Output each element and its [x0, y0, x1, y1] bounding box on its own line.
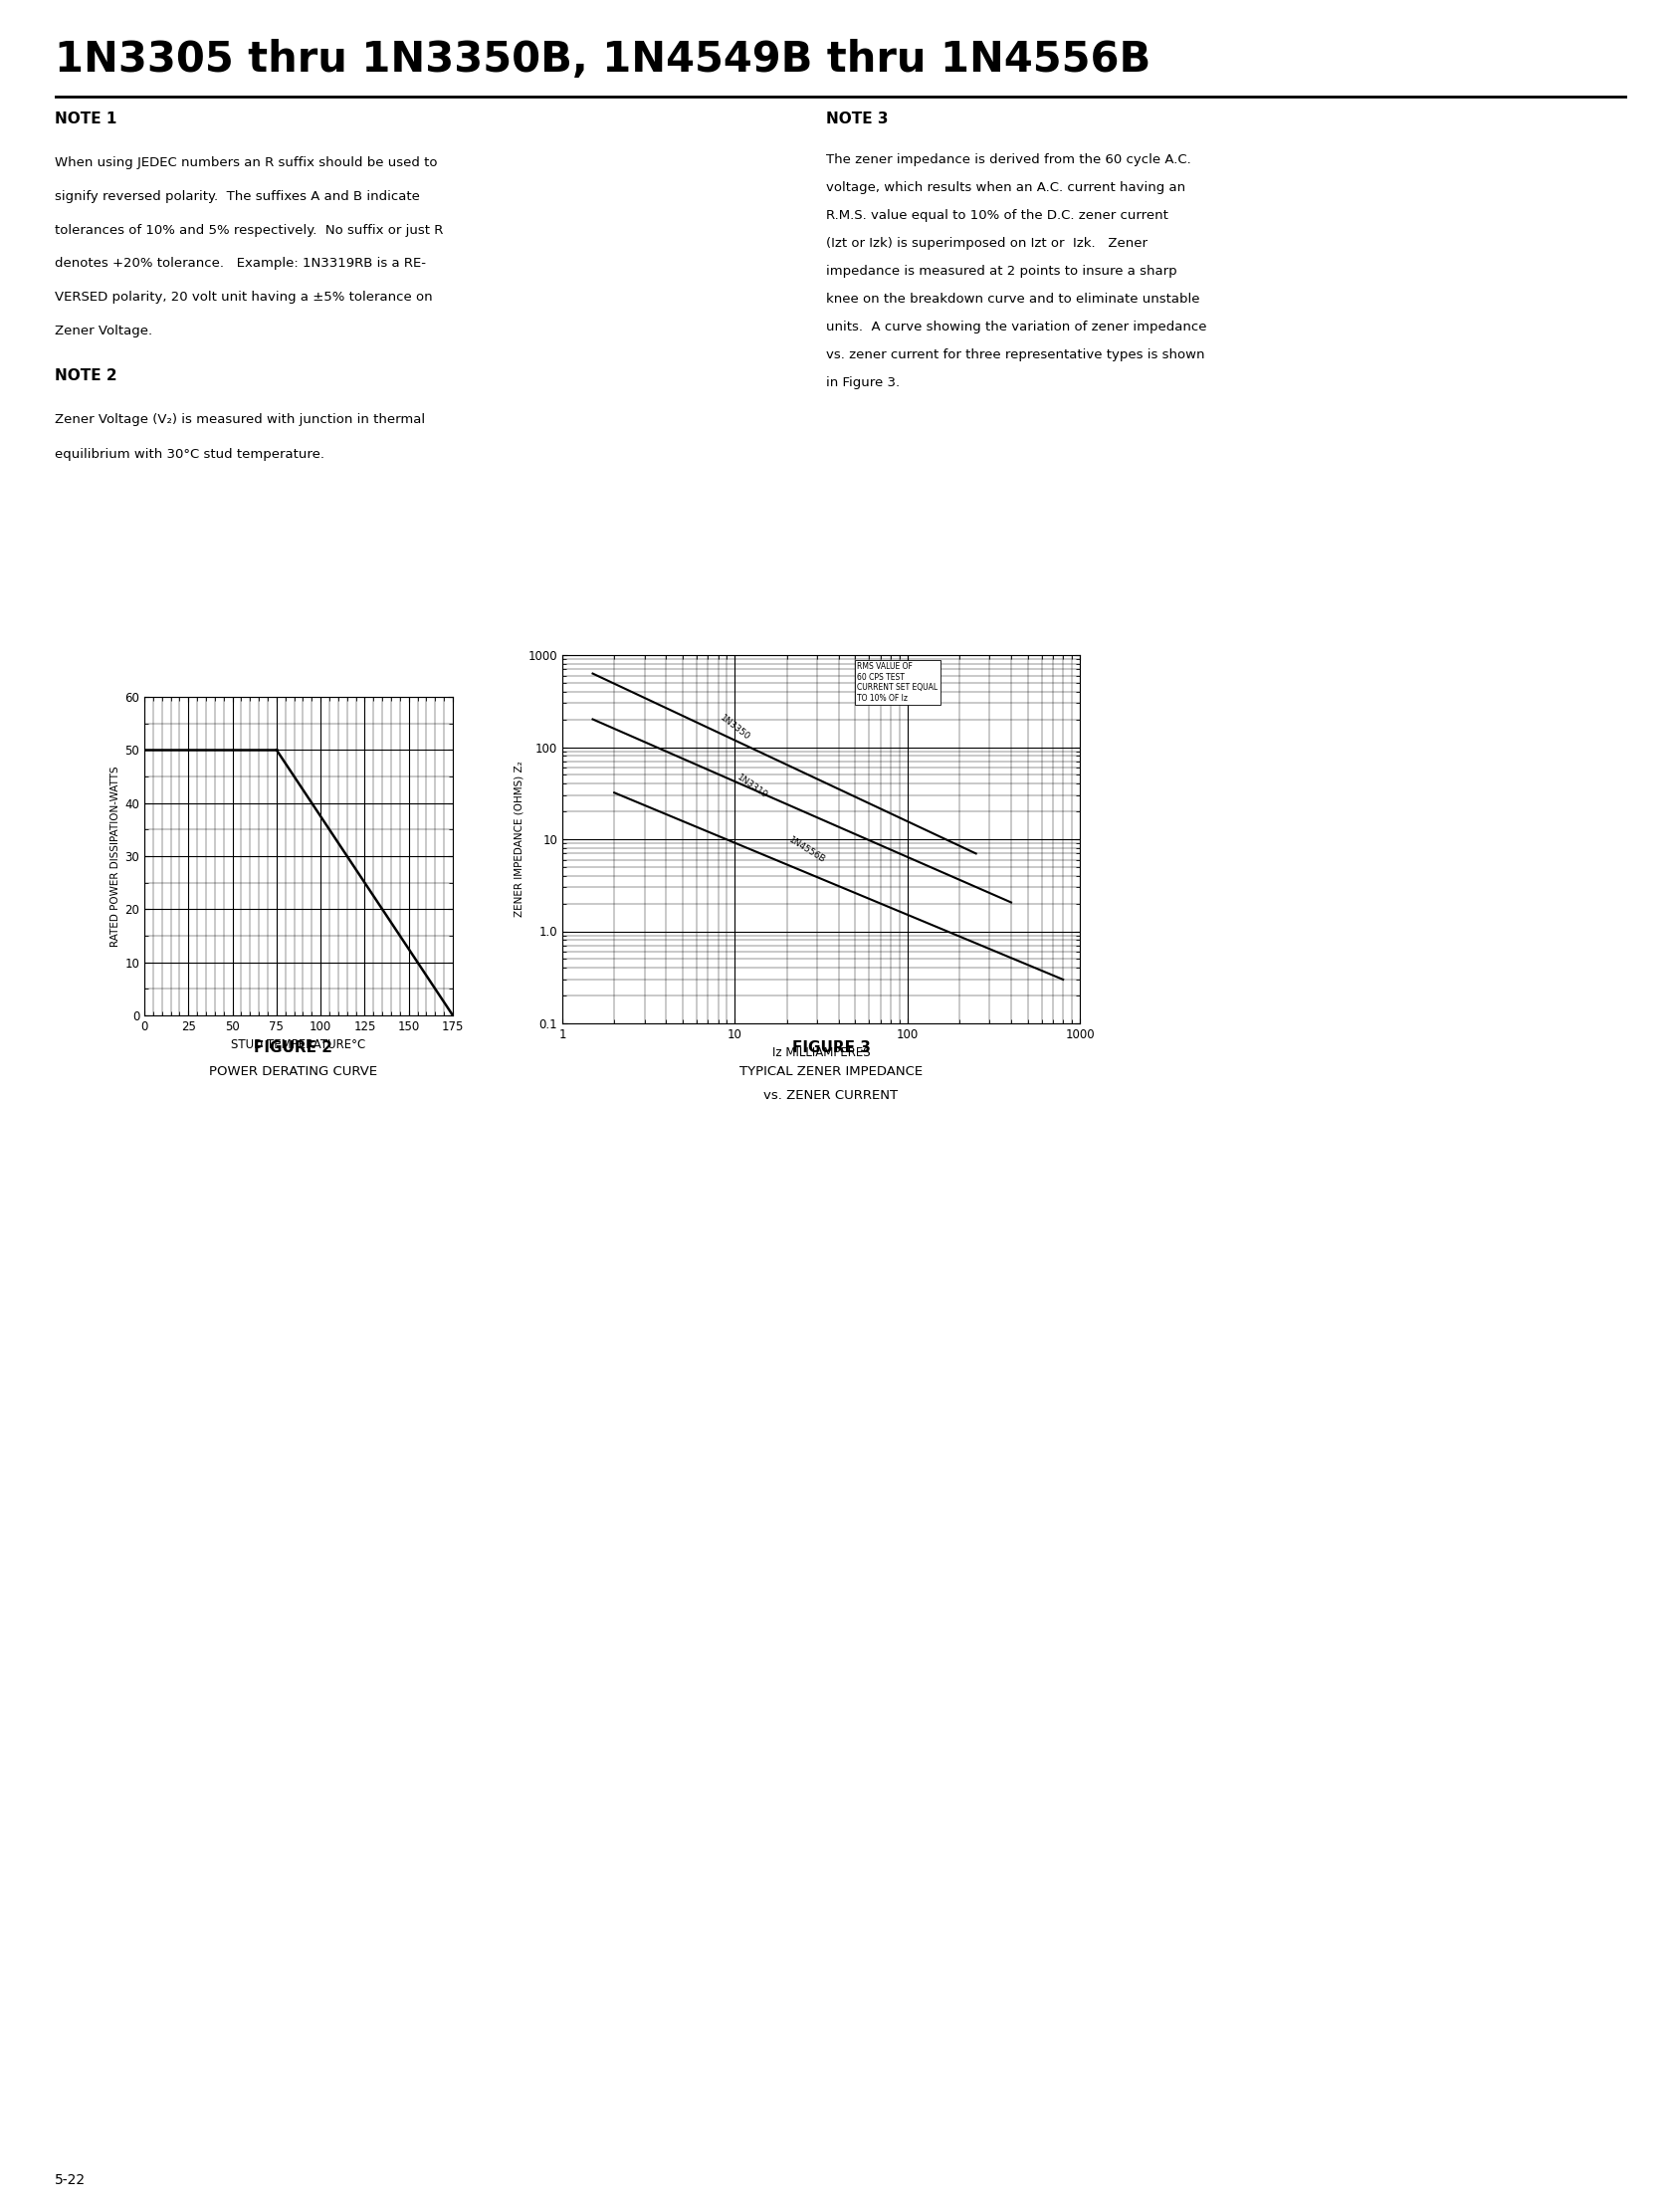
Text: vs. ZENER CURRENT: vs. ZENER CURRENT: [764, 1088, 898, 1102]
Text: units.  A curve showing the variation of zener impedance: units. A curve showing the variation of …: [826, 321, 1206, 334]
Text: signify reversed polarity.  The suffixes A and B indicate: signify reversed polarity. The suffixes …: [55, 190, 420, 204]
Y-axis label: ZENER IMPEDANCE (OHMS) Z₂: ZENER IMPEDANCE (OHMS) Z₂: [513, 761, 523, 918]
Text: R.M.S. value equal to 10% of the D.C. zener current: R.M.S. value equal to 10% of the D.C. ze…: [826, 210, 1167, 221]
Text: NOTE 3: NOTE 3: [826, 111, 888, 126]
Text: When using JEDEC numbers an R suffix should be used to: When using JEDEC numbers an R suffix sho…: [55, 157, 436, 170]
Text: TYPICAL ZENER IMPEDANCE: TYPICAL ZENER IMPEDANCE: [739, 1066, 921, 1079]
Text: vs. zener current for three representative types is shown: vs. zener current for three representati…: [826, 349, 1204, 361]
Y-axis label: RATED POWER DISSIPATION-WATTS: RATED POWER DISSIPATION-WATTS: [110, 765, 120, 947]
Text: RMS VALUE OF
60 CPS TEST
CURRENT SET EQUAL
TO 10% OF Iz: RMS VALUE OF 60 CPS TEST CURRENT SET EQU…: [856, 661, 938, 703]
Text: equilibrium with 30°C stud temperature.: equilibrium with 30°C stud temperature.: [55, 449, 324, 460]
Text: The zener impedance is derived from the 60 cycle A.C.: The zener impedance is derived from the …: [826, 153, 1190, 166]
Text: in Figure 3.: in Figure 3.: [826, 376, 900, 389]
Text: 1N3319: 1N3319: [734, 772, 769, 801]
Text: POWER DERATING CURVE: POWER DERATING CURVE: [209, 1064, 378, 1077]
Text: NOTE 2: NOTE 2: [55, 369, 117, 383]
X-axis label: Iz MILLIAMPERES: Iz MILLIAMPERES: [771, 1046, 869, 1060]
Text: 5-22: 5-22: [55, 2172, 85, 2188]
Text: Zener Voltage.: Zener Voltage.: [55, 325, 152, 336]
Text: voltage, which results when an A.C. current having an: voltage, which results when an A.C. curr…: [826, 181, 1185, 195]
Text: Zener Voltage (V₂) is measured with junction in thermal: Zener Voltage (V₂) is measured with junc…: [55, 414, 425, 427]
Text: FIGURE 3: FIGURE 3: [791, 1040, 869, 1055]
Text: FIGURE 2: FIGURE 2: [254, 1040, 333, 1055]
Text: impedance is measured at 2 points to insure a sharp: impedance is measured at 2 points to ins…: [826, 265, 1177, 279]
Text: NOTE 1: NOTE 1: [55, 111, 117, 126]
Text: (Izt or Izk) is superimposed on Izt or  Izk.   Zener: (Izt or Izk) is superimposed on Izt or I…: [826, 237, 1147, 250]
X-axis label: STUD TEMPERATURE°C: STUD TEMPERATURE°C: [231, 1040, 366, 1051]
Text: tolerances of 10% and 5% respectively.  No suffix or just R: tolerances of 10% and 5% respectively. N…: [55, 223, 443, 237]
Text: VERSED polarity, 20 volt unit having a ±5% tolerance on: VERSED polarity, 20 volt unit having a ±…: [55, 290, 433, 303]
Text: knee on the breakdown curve and to eliminate unstable: knee on the breakdown curve and to elimi…: [826, 292, 1199, 305]
Text: denotes +20% tolerance.   Example: 1N3319RB is a RE-: denotes +20% tolerance. Example: 1N3319R…: [55, 257, 426, 270]
Text: 1N4556B: 1N4556B: [786, 836, 826, 865]
Text: 1N3305 thru 1N3350B, 1N4549B thru 1N4556B: 1N3305 thru 1N3350B, 1N4549B thru 1N4556…: [55, 40, 1150, 82]
Text: 1N3350: 1N3350: [717, 712, 751, 741]
